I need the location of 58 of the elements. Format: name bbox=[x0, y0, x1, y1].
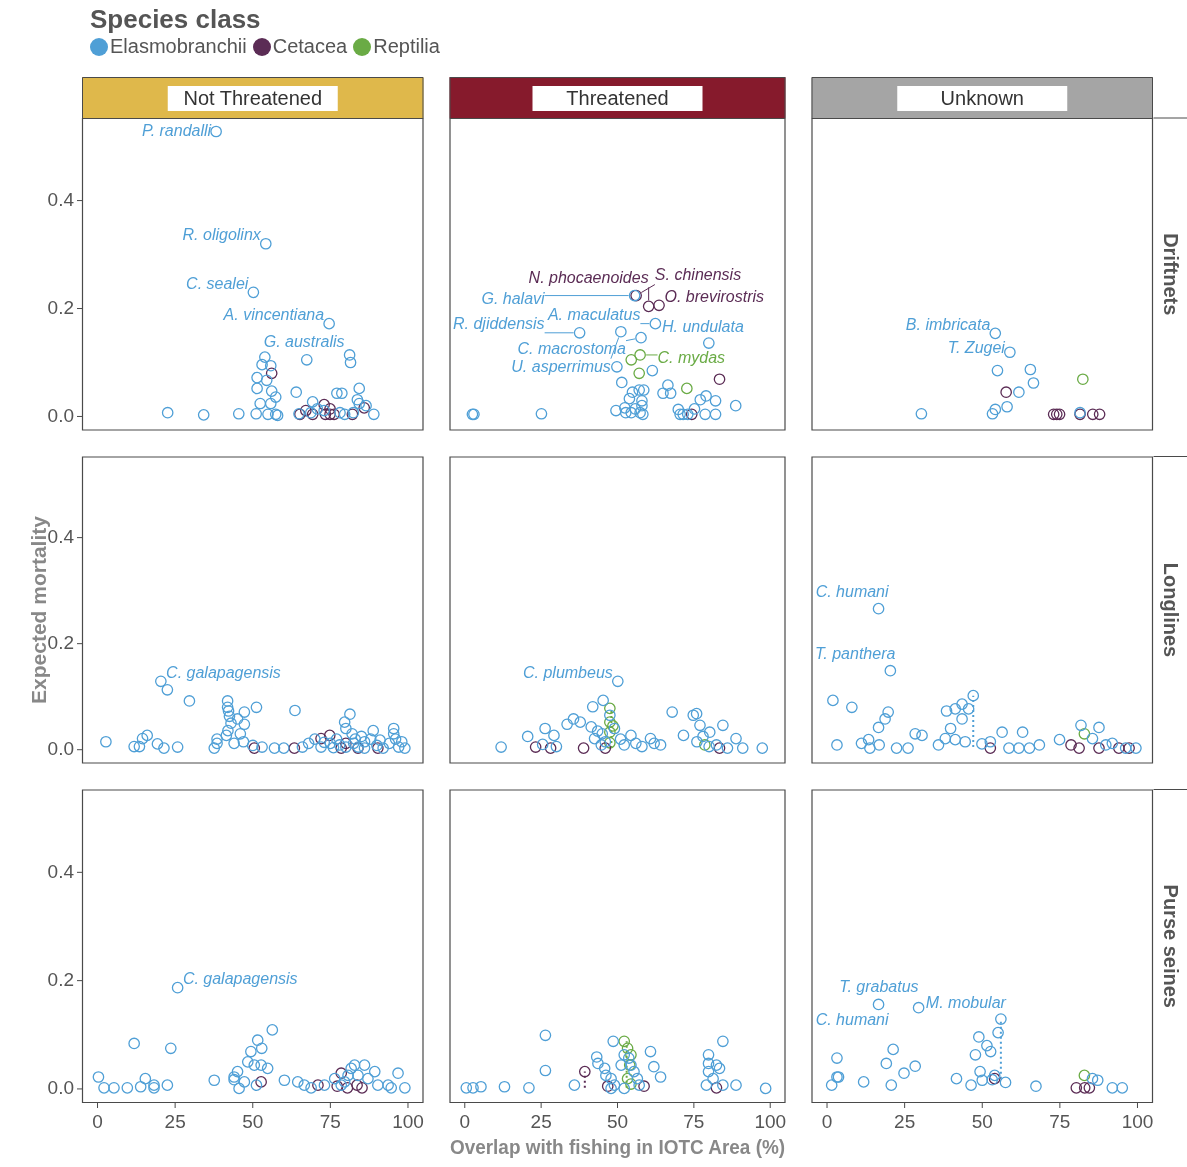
annotation: T. grabatus bbox=[839, 978, 919, 996]
x-tick-label: 0 bbox=[821, 1110, 833, 1132]
x-tick-label: 100 bbox=[754, 1110, 787, 1132]
annotation: T. panthera bbox=[815, 645, 896, 663]
annotation: C. humani bbox=[815, 583, 889, 601]
x-tick-label: 50 bbox=[242, 1110, 264, 1132]
x-tick-label: 25 bbox=[530, 1110, 552, 1132]
x-tick-label: 75 bbox=[683, 1110, 705, 1132]
annotation: O. brevirostris bbox=[664, 287, 765, 305]
annotation: C. galapagensis bbox=[166, 663, 281, 681]
annotation: S. chinensis bbox=[654, 266, 742, 284]
annotation: C. plumbeus bbox=[522, 663, 613, 681]
x-tick-label: 75 bbox=[1049, 1110, 1071, 1132]
annotation: A. vincentiana bbox=[222, 306, 325, 324]
annotation: T. Zugei bbox=[947, 338, 1006, 356]
annotation: C. mydas bbox=[657, 349, 726, 367]
x-tick-label: 50 bbox=[971, 1110, 993, 1132]
legend-label: Elasmobranchii bbox=[110, 35, 247, 58]
annotation: R. djiddensis bbox=[453, 315, 545, 333]
y-tick-label: 0.2 bbox=[47, 296, 74, 318]
chart-title: Not Threatened bbox=[183, 86, 323, 109]
legend-label: Cetacea bbox=[272, 35, 348, 58]
annotation: R. oligolinx bbox=[182, 226, 262, 244]
annotation: C. sealei bbox=[186, 274, 249, 292]
x-axis-title: Overlap with fishing in IOTC Area (%) bbox=[449, 1135, 786, 1159]
annotation: N. phocaenoides bbox=[528, 268, 649, 286]
annotation: P. randalli bbox=[142, 121, 212, 139]
annotation: M. mobular bbox=[925, 993, 1007, 1011]
x-tick-label: 75 bbox=[319, 1110, 341, 1132]
x-tick-label: 25 bbox=[164, 1110, 186, 1132]
x-tick-label: 50 bbox=[606, 1110, 629, 1132]
annotation: C. humani bbox=[815, 1010, 889, 1028]
annotation: C. galapagensis bbox=[182, 970, 298, 988]
y-tick-label: 0.0 bbox=[47, 737, 74, 759]
legend-label: Reptilia bbox=[373, 35, 440, 58]
chart-title: Unknown bbox=[940, 86, 1024, 109]
y2-axis-title: Driftnets bbox=[1160, 233, 1183, 316]
y-tick-label: 0.0 bbox=[47, 404, 74, 426]
y2-axis-title: Longlines bbox=[1160, 562, 1183, 658]
x-tick-label: 0 bbox=[92, 1110, 103, 1132]
chart-title: Threatened bbox=[566, 86, 669, 109]
y-tick-label: 0.4 bbox=[47, 188, 75, 210]
x-tick-label: 100 bbox=[392, 1110, 424, 1132]
annotation: C. macrostoma bbox=[517, 340, 627, 358]
x-tick-label: 25 bbox=[894, 1110, 916, 1132]
legend-title: Species class bbox=[90, 4, 262, 35]
x-tick-label: 0 bbox=[459, 1110, 471, 1132]
annotation: U. asperrimus bbox=[511, 358, 611, 376]
y-tick-label: 0.0 bbox=[47, 1077, 74, 1099]
x-tick-label: 100 bbox=[1121, 1110, 1154, 1132]
annotation: B. imbricata bbox=[905, 315, 991, 333]
y-tick-label: 0.2 bbox=[47, 968, 74, 990]
y-tick-label: 0.4 bbox=[47, 860, 75, 882]
annotation: G. halavi bbox=[481, 290, 546, 308]
annotation: H. undulata bbox=[661, 317, 744, 335]
annotation: G. australis bbox=[263, 333, 345, 351]
annotation: A. maculatus bbox=[546, 306, 641, 324]
y2-axis-title: Purse seines bbox=[1160, 884, 1183, 1008]
